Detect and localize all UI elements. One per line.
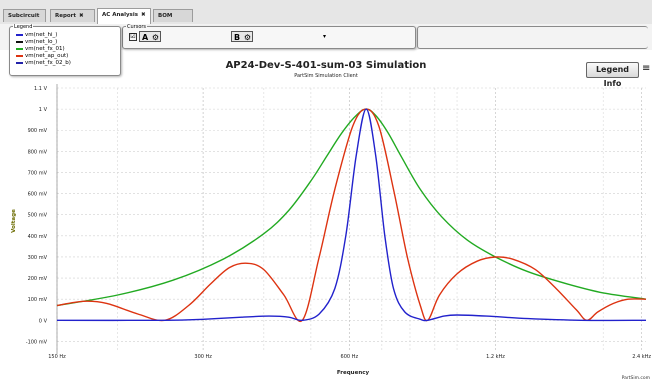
legend-panel: Legend vm(net_hi_) vm(net_lo_) vm(net_fx… [9, 24, 121, 76]
legend-item[interactable]: vm(net_hi_) [16, 32, 57, 39]
x-axis-label: Frequency [337, 370, 370, 376]
tab-label: Subcircuit [8, 13, 40, 19]
cursor-a-button[interactable]: A ⚙ [139, 31, 161, 42]
cursor-b-label: B [234, 33, 241, 42]
gear-icon[interactable]: ⚙ [151, 33, 159, 42]
legend-label: vm(net_lo_) [25, 39, 58, 45]
grid [56, 84, 646, 354]
cursors-title: Cursors [126, 24, 148, 30]
y-axis: -100 mV 0 V 100 mV 200 mV 300 mV 400 mV 500 mV… [26, 86, 48, 345]
legend-item[interactable]: vm(net_ap_out) [16, 53, 68, 60]
legend-info-button[interactable]: Legend Info [586, 62, 639, 88]
legend-swatch [16, 40, 23, 43]
tab-bom[interactable]: BOM [153, 9, 193, 22]
x-tick-label: 1.2 kHz [486, 354, 505, 360]
y-tick-label: 100 mV [28, 297, 48, 303]
y-tick-label: 900 mV [28, 128, 48, 134]
cursor-b-button[interactable]: B ⚙ [231, 31, 253, 42]
cursor-checkbox[interactable]: ☑ [129, 33, 137, 41]
y-tick-label: 300 mV [28, 255, 48, 261]
legend-item[interactable]: vm(net_fx_02_b) [16, 60, 71, 67]
x-tick-label: 600 Hz [341, 354, 359, 360]
legend-swatch [16, 33, 23, 36]
gear-icon[interactable]: ⚙ [243, 33, 251, 42]
legend-swatch [16, 61, 23, 64]
legend-label: vm(net_fx_01) [25, 46, 65, 52]
series-line-2[interactable] [56, 108, 647, 322]
x-axis: 150 Hz 300 Hz 600 Hz 1.2 kHz 2.4 kHz [48, 354, 651, 360]
chart-title: AP24-Dev-S-401-sum-03 Simulation [225, 60, 427, 71]
y-axis-label: Voltage [11, 209, 17, 233]
y-tick-label: 1.1 V [34, 86, 48, 92]
tab-label: AC Analysis [102, 12, 138, 18]
cursor-a-label: A [142, 33, 149, 42]
series-lines [56, 108, 647, 323]
tab-bar: Subcircuit Report ✖ AC Analysis ✖ BOM [0, 0, 652, 25]
legend-label: vm(net_ap_out) [25, 53, 69, 59]
y-tick-label: 600 mV [28, 192, 48, 198]
tab-ac-analysis[interactable]: AC Analysis ✖ [97, 8, 151, 24]
tab-subcircuit[interactable]: Subcircuit [3, 9, 46, 22]
legend-swatch [16, 47, 23, 50]
legend-swatch [16, 54, 23, 57]
close-icon[interactable]: ✖ [79, 13, 84, 19]
x-tick-label: 300 Hz [194, 354, 212, 360]
chart-subtitle: PartSim Simulation Client [294, 73, 358, 79]
x-tick-label: 150 Hz [48, 354, 66, 360]
legend-label: vm(net_hi_) [25, 32, 58, 38]
y-tick-label: 500 mV [28, 213, 48, 219]
legend-label: vm(net_fx_02_b) [25, 60, 71, 66]
tab-label: Report [55, 13, 77, 19]
y-tick-label: 1 V [39, 107, 48, 113]
series-line-1[interactable] [56, 108, 647, 323]
tab-label: BOM [158, 13, 173, 19]
legend-title: Legend [13, 24, 34, 30]
y-tick-label: -100 mV [26, 339, 48, 345]
menu-icon[interactable]: ≡ [642, 63, 651, 74]
dropdown-caret-icon[interactable]: ▾ [323, 33, 327, 40]
legend-item[interactable]: vm(net_lo_) [16, 39, 57, 46]
y-tick-label: 700 mV [28, 170, 48, 176]
close-icon[interactable]: ✖ [141, 12, 146, 18]
options-panel [417, 26, 648, 49]
y-tick-label: 200 mV [28, 276, 48, 282]
cursors-panel: Cursors ☑ A ⚙ B ⚙ [122, 24, 416, 49]
series-line-0[interactable] [56, 108, 647, 307]
footer-credit: PartSim.com [621, 376, 650, 381]
y-tick-label: 800 mV [28, 149, 48, 155]
legend-item[interactable]: vm(net_fx_01) [16, 46, 65, 53]
tab-report[interactable]: Report ✖ [50, 9, 95, 22]
x-tick-label: 2.4 kHz [632, 354, 651, 360]
y-tick-label: 400 mV [28, 234, 48, 240]
y-tick-label: 0 V [39, 318, 48, 324]
